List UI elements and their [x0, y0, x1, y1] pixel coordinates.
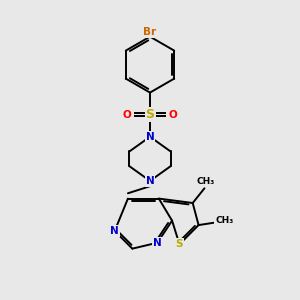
Text: CH₃: CH₃ [215, 216, 233, 225]
Text: N: N [146, 132, 154, 142]
Text: Br: Br [143, 27, 157, 37]
Text: CH₃: CH₃ [197, 177, 215, 186]
Text: S: S [146, 108, 154, 121]
Text: O: O [168, 110, 177, 120]
Text: N: N [146, 176, 154, 186]
Text: S: S [176, 239, 183, 249]
Text: N: N [110, 226, 119, 236]
Text: O: O [123, 110, 132, 120]
Text: N: N [153, 238, 162, 248]
